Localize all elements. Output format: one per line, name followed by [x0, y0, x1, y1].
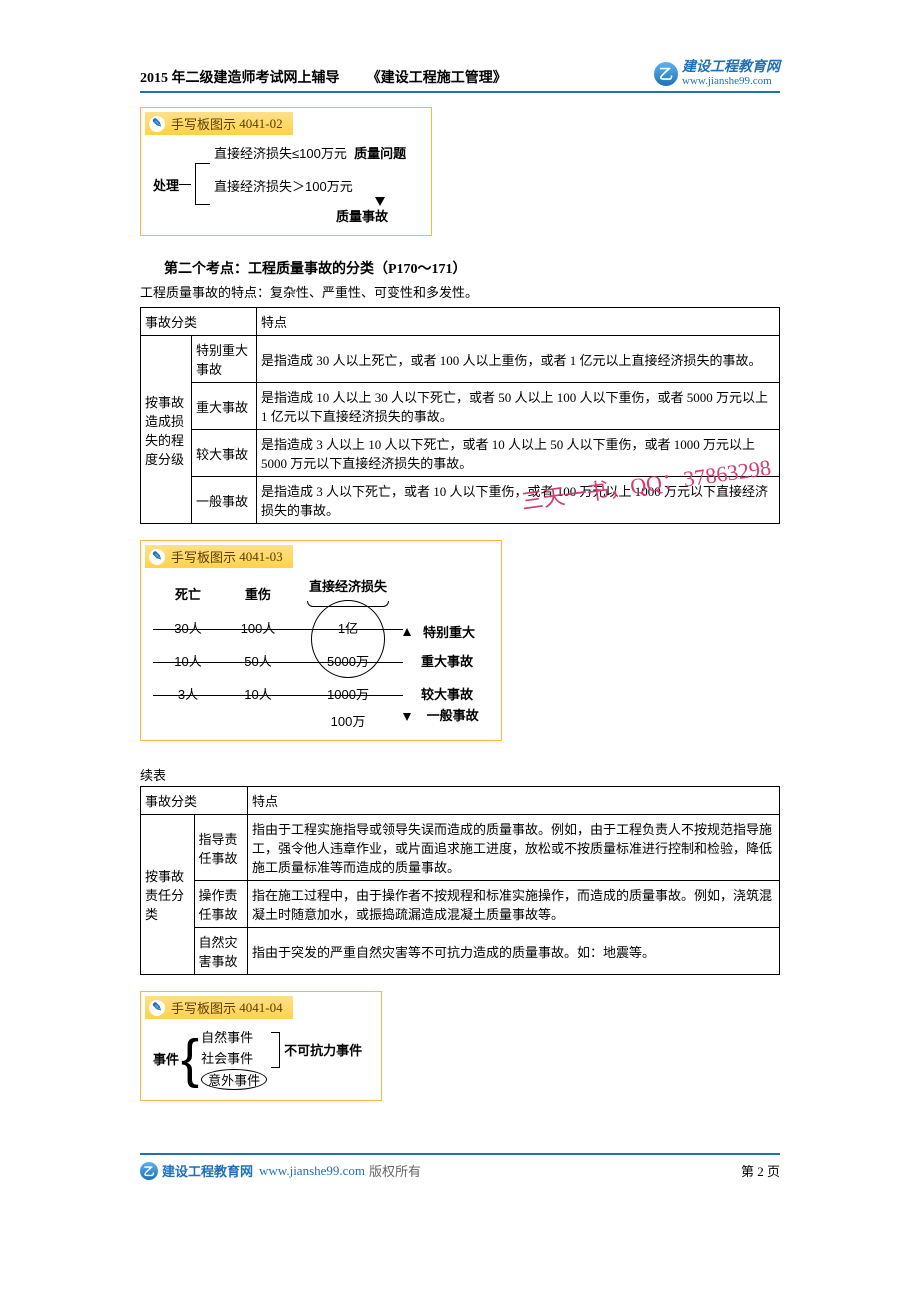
- t2-r2-name: 自然灾害事故: [194, 928, 248, 975]
- arrow-down-icon: [375, 197, 385, 206]
- event-tree-diagram: 事件 { 自然事件 社会事件 意外事件 不可抗力事件: [153, 1027, 369, 1090]
- col-death: 死亡: [153, 584, 223, 603]
- classification-table-1: 事故分类 特点 按事故造成损失的程度分级 特别重大事故 是指造成 30 人以上死…: [140, 307, 780, 524]
- r1-d: 10人: [174, 654, 201, 669]
- handwriting-card-1: ✎ 手写板图示 4041-02 处理 直接经济损失≤100万元 质量问题: [140, 107, 432, 236]
- right-bracket-icon: [271, 1032, 280, 1068]
- t1-r2-name: 较大事故: [192, 430, 257, 477]
- r2-i: 10人: [244, 687, 271, 702]
- underbrace-icon: [307, 601, 389, 607]
- classification-table-2: 事故分类 特点 按事故责任分类 指导责任事故 指由于工程实施指导或领导失误而造成…: [140, 786, 780, 975]
- r1-r: 重大事故: [421, 651, 473, 670]
- branch-1-result: 质量问题: [354, 143, 406, 162]
- r1-l: 5000万: [327, 654, 369, 669]
- t2-r0-desc: 指由于工程实施指导或领导失误而造成的质量事故。例如，由于工程负责人不按规范指导施…: [248, 815, 780, 881]
- footer-url: www.jianshe99.com: [259, 1163, 365, 1179]
- t2-r1-desc: 指在施工过程中，由于操作者不按规程和标准实施操作，而造成的质量事故。例如，浇筑混…: [248, 881, 780, 928]
- card-title: 手写板图示: [171, 114, 236, 133]
- branch-2-result: 质量事故: [336, 206, 406, 225]
- d3-item-0: 自然事件: [201, 1027, 267, 1046]
- bracket-icon: [195, 163, 210, 205]
- card-code: 4041-02: [239, 116, 282, 132]
- r0-l: 1亿: [338, 621, 358, 636]
- t1-r0-desc: 是指造成 30 人以上死亡，或者 100 人以上重伤，或者 1 亿元以上直接经济…: [257, 336, 780, 383]
- r0-d: 30人: [174, 621, 201, 636]
- t1-r3-name: 一般事故: [192, 477, 257, 524]
- t2-r0-name: 指导责任事故: [194, 815, 248, 881]
- header-mid: 《建设工程施工管理》: [367, 67, 507, 87]
- r2-d: 3人: [178, 687, 198, 702]
- tree-diagram-1: 处理 直接经济损失≤100万元 质量问题 直接经济损失＞100万元: [153, 143, 419, 225]
- t2-r1-name: 操作责任事故: [194, 881, 248, 928]
- d3-item-2: 意外事件: [201, 1069, 267, 1090]
- d3-right: 不可抗力事件: [284, 1040, 362, 1059]
- t1-r1-desc: 是指造成 10 人以上 30 人以下死亡，或者 50 人以上 100 人以下重伤…: [257, 383, 780, 430]
- handwriting-card-2: ✎ 手写板图示 4041-03 死亡 重伤 直接经济损失 30人: [140, 540, 502, 741]
- branch-2-condition: 直接经济损失＞100万元: [214, 176, 353, 195]
- footer-logo-icon: 乙: [140, 1162, 158, 1180]
- t2-h1: 事故分类: [141, 787, 248, 815]
- r1-i: 50人: [244, 654, 271, 669]
- col-loss: 直接经济损失: [309, 579, 387, 594]
- branch-1-condition: 直接经济损失≤100万元: [214, 143, 347, 162]
- card-code: 4041-04: [239, 1000, 282, 1016]
- handwriting-card-3: ✎ 手写板图示 4041-04 事件 { 自然事件 社会事件 意外事件 不可抗力…: [140, 991, 382, 1101]
- logo-cn: 建设工程教育网: [682, 60, 780, 75]
- arrow-up-icon: [403, 628, 411, 636]
- page-header: 2015 年二级建造师考试网上辅导 《建设工程施工管理》 乙 建设工程教育网 w…: [140, 60, 780, 93]
- t1-groupA: 按事故造成损失的程度分级: [141, 336, 192, 524]
- r0-i: 100人: [241, 621, 276, 636]
- pencil-icon: ✎: [149, 116, 165, 132]
- left-brace-icon: {: [181, 1034, 199, 1084]
- r0-r: 特别重大: [423, 622, 475, 641]
- r2-l: 1000万: [327, 687, 369, 702]
- page-footer: 乙 建设工程教育网 www.jianshe99.com 版权所有 第 2 页: [140, 1153, 780, 1180]
- card-header: ✎ 手写板图示 4041-03: [145, 545, 293, 568]
- t2-h2: 特点: [248, 787, 780, 815]
- t1-r1-name: 重大事故: [192, 383, 257, 430]
- table-continue-label: 续表: [140, 765, 780, 784]
- page-number: 第 2 页: [741, 1161, 780, 1180]
- card-header: ✎ 手写板图示 4041-02: [145, 112, 293, 135]
- logo-icon: 乙: [654, 62, 678, 86]
- r2-r: 较大事故: [421, 684, 473, 703]
- logo-url: www.jianshe99.com: [682, 75, 780, 87]
- threshold-diagram: 死亡 重伤 直接经济损失 30人 100人 1亿 特别重大: [153, 576, 489, 730]
- site-logo: 乙 建设工程教育网 www.jianshe99.com: [654, 60, 780, 87]
- card-title: 手写板图示: [171, 547, 236, 566]
- section-desc: 工程质量事故的特点：复杂性、严重性、可变性和多发性。: [140, 282, 780, 301]
- card-header: ✎ 手写板图示 4041-04: [145, 996, 293, 1019]
- t1-r0-name: 特别重大事故: [192, 336, 257, 383]
- d3-item-1: 社会事件: [201, 1048, 267, 1067]
- t2-r2-desc: 指由于突发的严重自然灾害等不可抗力造成的质量事故。如：地震等。: [248, 928, 780, 975]
- t1-h1: 事故分类: [141, 308, 257, 336]
- tree-root: 处理: [153, 175, 179, 194]
- bottom-loss: 100万: [293, 711, 403, 730]
- arrow-down-icon: [403, 713, 411, 721]
- t1-r2-desc: 是指造成 3 人以上 10 人以下死亡，或者 10 人以上 50 人以下重伤，或…: [257, 430, 780, 477]
- col-injury: 重伤: [223, 584, 293, 603]
- card-title: 手写板图示: [171, 998, 236, 1017]
- footer-copy: 版权所有: [369, 1161, 421, 1180]
- bottom-r: 一般事故: [427, 708, 479, 723]
- t1-r3-desc: 是指造成 3 人以下死亡，或者 10 人以下重伤，或者 100 万元以上 100…: [257, 477, 780, 524]
- t1-h2: 特点: [257, 308, 780, 336]
- pencil-icon: ✎: [149, 549, 165, 565]
- header-left: 2015 年二级建造师考试网上辅导: [140, 67, 340, 87]
- d3-root: 事件: [153, 1049, 179, 1068]
- card-code: 4041-03: [239, 549, 282, 565]
- footer-cn: 建设工程教育网: [162, 1161, 253, 1180]
- pencil-icon: ✎: [149, 1000, 165, 1016]
- section-title: 第二个考点：工程质量事故的分类（P170～171）: [164, 258, 780, 278]
- t2-groupB: 按事故责任分类: [141, 815, 195, 975]
